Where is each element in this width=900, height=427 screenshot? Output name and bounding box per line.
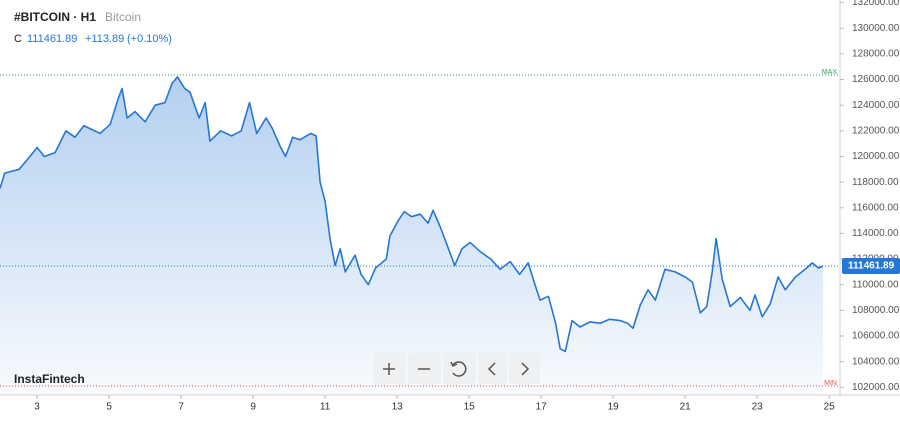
reset-icon xyxy=(450,361,467,377)
scroll-right-button[interactable] xyxy=(509,353,540,384)
last-price-box xyxy=(842,257,900,274)
x-tick-label: 9 xyxy=(250,402,256,413)
y-tick-label: 122000.00 xyxy=(852,125,900,136)
x-tick-label: 15 xyxy=(464,402,476,413)
scroll-left-icon xyxy=(487,362,496,376)
symbol: #BITCOIN · H1 xyxy=(14,10,96,24)
y-tick-label: 126000.00 xyxy=(852,74,900,85)
x-tick-label: 21 xyxy=(680,402,692,413)
change-pct: (+0.10%) xyxy=(127,33,172,45)
zoom-in-icon xyxy=(383,363,395,375)
max-line-label: MAX xyxy=(822,69,838,76)
watermark: InstaFintech xyxy=(14,372,85,386)
y-tick-label: 106000.00 xyxy=(852,331,900,342)
reset-button[interactable] xyxy=(443,353,476,384)
x-tick-label: 7 xyxy=(178,402,184,413)
price-line xyxy=(0,76,824,353)
y-tick-label: 132000.00 xyxy=(852,0,900,8)
y-tick-label: 110000.00 xyxy=(852,279,899,290)
description: Bitcoin xyxy=(105,10,141,24)
x-tick-label: 19 xyxy=(608,402,620,413)
x-tick-label: 25 xyxy=(824,402,836,413)
y-tick-label: 116000.00 xyxy=(852,202,899,213)
toolbar xyxy=(373,353,540,384)
close-label: C xyxy=(14,33,22,45)
x-tick-label: 3 xyxy=(34,402,40,413)
y-tick-label: 104000.00 xyxy=(852,356,900,367)
y-tick-label: 108000.00 xyxy=(852,305,900,316)
x-tick-label: 23 xyxy=(752,402,764,413)
y-tick-label: 128000.00 xyxy=(852,49,900,60)
y-tick-label: 130000.00 xyxy=(852,23,900,34)
scroll-right-icon xyxy=(521,362,530,376)
y-tick-label: 102000.00 xyxy=(852,382,900,393)
x-tick-label: 5 xyxy=(106,402,112,413)
x-tick-label: 17 xyxy=(536,402,548,413)
y-tick-label: 124000.00 xyxy=(852,100,900,111)
y-tick-label: 120000.00 xyxy=(852,151,900,162)
last-price-label: 111461.89 xyxy=(848,261,895,272)
x-tick-label: 11 xyxy=(320,402,331,413)
min-line-label: MIN xyxy=(824,380,837,387)
y-tick-label: 118000.00 xyxy=(852,177,899,188)
change: +113.89 xyxy=(85,33,124,45)
x-tick-label: 13 xyxy=(392,402,404,413)
plot xyxy=(0,74,840,396)
scroll-left-button[interactable] xyxy=(478,353,507,384)
y-tick-label: 114000.00 xyxy=(852,228,899,239)
close-value: 111461.89 xyxy=(27,33,77,45)
area xyxy=(0,76,824,396)
